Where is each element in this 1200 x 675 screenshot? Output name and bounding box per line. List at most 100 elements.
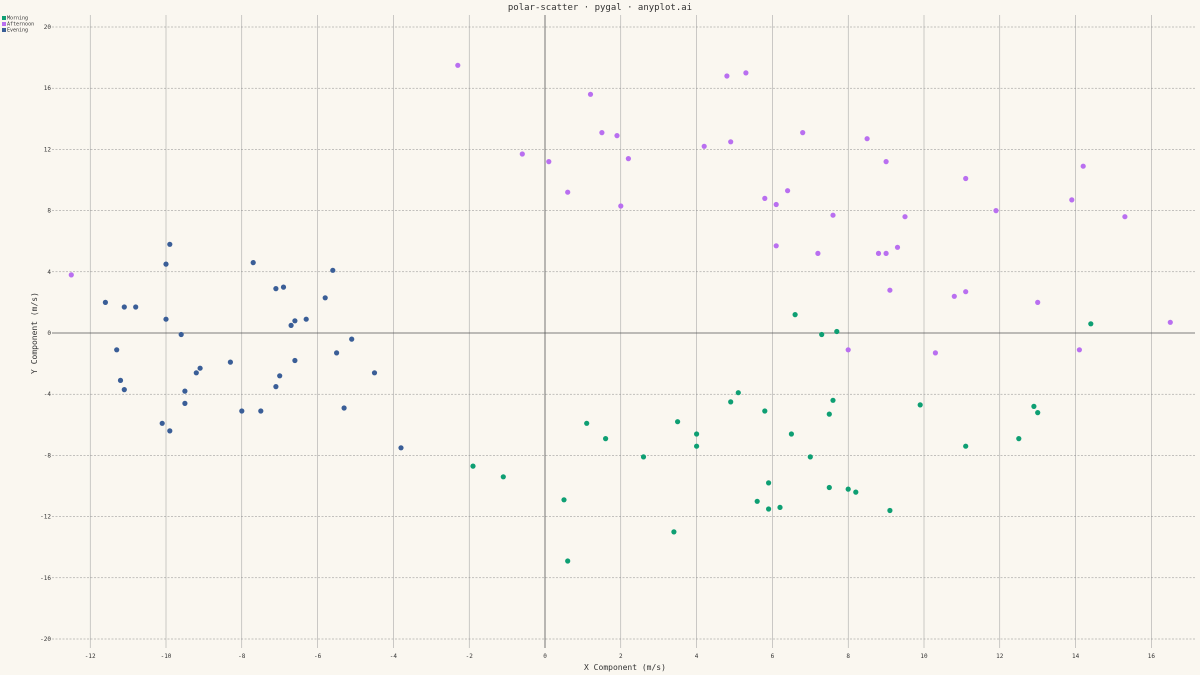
point-morning bbox=[561, 497, 567, 503]
x-tick-label: 16 bbox=[1148, 653, 1156, 660]
tick-labels: -12 -10 -8 -6 -4 -2 0 2 4 6 8 10 12 14 16-20-16-12-8-4… bbox=[40, 24, 1155, 660]
point-afternoon bbox=[785, 188, 791, 194]
point-evening bbox=[167, 428, 173, 434]
point-evening bbox=[121, 304, 127, 310]
point-afternoon bbox=[1167, 319, 1173, 325]
point-morning bbox=[766, 480, 772, 486]
point-afternoon bbox=[724, 73, 730, 79]
legend-swatch-evening bbox=[2, 28, 6, 32]
point-morning bbox=[917, 402, 923, 408]
point-evening bbox=[102, 299, 108, 305]
x-tick-label: 2 bbox=[619, 653, 623, 660]
grid-lines bbox=[52, 15, 1195, 648]
point-afternoon bbox=[773, 243, 779, 249]
point-morning bbox=[470, 463, 476, 469]
point-morning bbox=[584, 420, 590, 426]
point-afternoon bbox=[883, 159, 889, 165]
point-evening bbox=[330, 267, 336, 273]
y-tick-label: -20 bbox=[40, 636, 51, 643]
point-afternoon bbox=[625, 156, 632, 162]
point-evening bbox=[159, 420, 165, 426]
point-afternoon bbox=[1080, 163, 1086, 169]
point-afternoon bbox=[743, 70, 749, 76]
point-morning bbox=[807, 454, 813, 460]
point-evening bbox=[178, 331, 184, 338]
point-afternoon bbox=[993, 208, 999, 214]
point-afternoon bbox=[887, 287, 893, 293]
x-tick-label: -6 bbox=[314, 653, 322, 660]
x-tick-label: 0 bbox=[543, 653, 547, 660]
y-tick-label: -12 bbox=[40, 514, 51, 521]
legend-label-morning: Morning bbox=[7, 16, 28, 22]
point-evening bbox=[114, 347, 120, 353]
point-evening bbox=[117, 377, 124, 383]
point-afternoon bbox=[565, 189, 571, 195]
point-evening bbox=[303, 316, 309, 322]
point-afternoon bbox=[932, 350, 939, 356]
x-tick-label: 8 bbox=[846, 653, 850, 660]
point-morning bbox=[565, 558, 571, 564]
point-morning bbox=[762, 408, 768, 414]
point-afternoon bbox=[963, 289, 969, 295]
point-evening bbox=[280, 284, 287, 290]
point-morning bbox=[1035, 410, 1041, 416]
point-evening bbox=[341, 405, 347, 411]
point-morning bbox=[671, 529, 677, 535]
point-evening bbox=[322, 295, 328, 301]
point-morning bbox=[500, 474, 506, 480]
point-evening bbox=[133, 304, 139, 310]
point-morning bbox=[834, 328, 840, 335]
data-points bbox=[68, 62, 1173, 564]
point-morning bbox=[788, 431, 795, 437]
x-tick-label: -4 bbox=[390, 653, 398, 660]
point-morning bbox=[1016, 436, 1022, 442]
point-afternoon bbox=[815, 250, 821, 256]
point-afternoon bbox=[762, 195, 768, 201]
legend-swatch-morning bbox=[2, 16, 6, 20]
point-morning bbox=[1088, 321, 1094, 327]
point-evening bbox=[182, 388, 188, 394]
series-evening bbox=[102, 241, 404, 451]
point-evening bbox=[292, 357, 298, 364]
point-afternoon bbox=[546, 159, 552, 165]
point-afternoon bbox=[1076, 347, 1082, 353]
point-evening bbox=[258, 408, 264, 414]
point-afternoon bbox=[963, 175, 969, 182]
y-axis-label: Y Component (m/s) bbox=[30, 292, 39, 374]
point-evening bbox=[163, 261, 169, 267]
point-afternoon bbox=[1122, 214, 1128, 220]
y-tick-label: 16 bbox=[44, 85, 52, 92]
point-morning bbox=[845, 486, 851, 492]
point-afternoon bbox=[701, 143, 707, 149]
point-morning bbox=[792, 312, 798, 318]
point-afternoon bbox=[830, 212, 836, 218]
legend-label-evening: Evening bbox=[7, 28, 28, 34]
point-evening bbox=[398, 445, 404, 451]
point-morning bbox=[603, 436, 609, 442]
point-evening bbox=[227, 359, 233, 365]
point-morning bbox=[777, 504, 783, 510]
point-morning bbox=[694, 443, 700, 449]
point-evening bbox=[250, 260, 256, 266]
point-morning bbox=[826, 411, 832, 417]
point-morning bbox=[830, 397, 836, 403]
point-morning bbox=[640, 454, 647, 460]
point-morning bbox=[754, 498, 760, 504]
point-afternoon bbox=[773, 201, 779, 208]
x-tick-label: -2 bbox=[466, 653, 474, 660]
point-morning bbox=[963, 443, 969, 449]
point-evening bbox=[349, 336, 355, 342]
point-afternoon bbox=[883, 250, 889, 256]
legend-label-afternoon: Afternoon bbox=[7, 22, 34, 28]
point-morning bbox=[728, 399, 734, 405]
series-morning bbox=[470, 312, 1094, 564]
x-axis-label: X Component (m/s) bbox=[584, 663, 666, 672]
point-evening bbox=[197, 365, 203, 371]
point-morning bbox=[853, 489, 859, 495]
point-afternoon bbox=[614, 133, 620, 139]
point-morning bbox=[826, 484, 832, 491]
point-afternoon bbox=[800, 130, 806, 136]
series-afternoon bbox=[68, 62, 1173, 356]
